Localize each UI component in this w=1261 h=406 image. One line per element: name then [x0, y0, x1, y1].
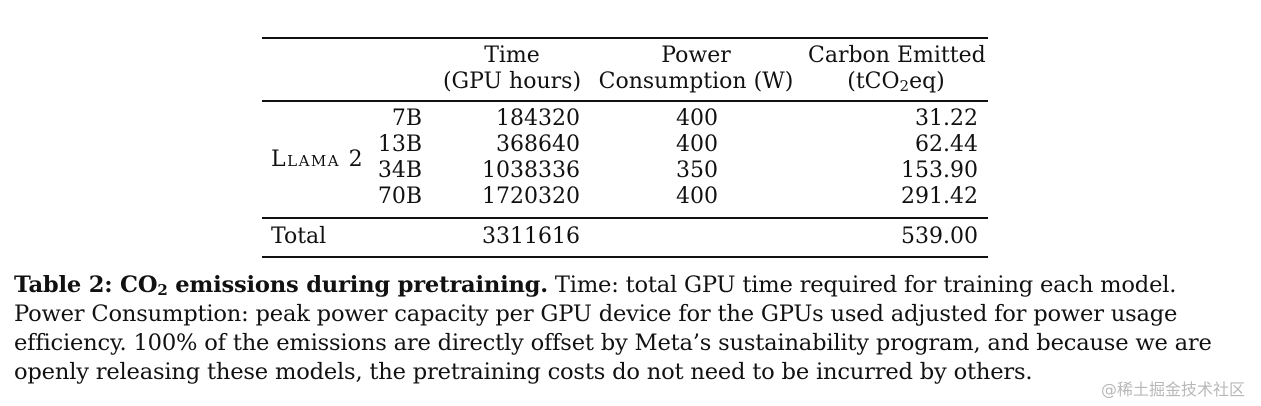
row-power: 400: [676, 184, 718, 209]
header-carbon-unit-pre: (tCO: [847, 69, 900, 94]
row-time: 184320: [496, 106, 580, 131]
row-power: 350: [676, 158, 718, 183]
header-power: Power Consumption (W): [596, 43, 796, 95]
row-carbon: 153.90: [901, 158, 978, 183]
row-carbon: 62.44: [915, 132, 978, 157]
header-carbon-line1: Carbon Emitted: [808, 43, 986, 68]
caption-body: Time: total GPU time required for traini…: [14, 272, 1212, 385]
header-carbon-unit-sub: 2: [899, 77, 910, 95]
row-power: 400: [676, 106, 718, 131]
row-carbon: 31.22: [915, 106, 978, 131]
row-size: 13B: [377, 132, 422, 157]
model-group-label: Llama 2: [271, 147, 365, 172]
caption-title: Table 2: CO2 emissions during pretrainin…: [14, 272, 548, 298]
row-size: 7B: [391, 106, 422, 131]
header-time: Time (GPU hours): [442, 43, 582, 95]
table-caption: Table 2: CO2 emissions during pretrainin…: [14, 271, 1250, 387]
header-power-line1: Power: [661, 43, 731, 68]
total-label: Total: [271, 224, 327, 249]
table-bottom-rule: [262, 256, 988, 258]
watermark: @稀土掘金技术社区: [1100, 380, 1245, 399]
row-time: 1038336: [482, 158, 580, 183]
row-size: 70B: [377, 184, 422, 209]
emissions-table: Time (GPU hours) Power Consumption (W) C…: [262, 37, 988, 258]
header-time-line1: Time: [484, 43, 540, 68]
header-time-line2: (GPU hours): [442, 69, 582, 94]
row-size: 34B: [377, 158, 422, 183]
row-power: 400: [676, 132, 718, 157]
caption-title-sub: 2: [157, 281, 168, 299]
total-rule: [262, 217, 988, 219]
header-carbon: Carbon Emitted (tCO2eq): [808, 43, 986, 95]
caption-title-pre: Table 2: CO: [14, 272, 158, 298]
total-time: 3311616: [482, 224, 580, 249]
caption-title-post: emissions during pretraining.: [167, 272, 548, 298]
header-rule: [262, 100, 988, 102]
header-carbon-unit-post: eq): [909, 69, 945, 94]
row-time: 368640: [496, 132, 580, 157]
header-power-line2: Consumption (W): [598, 69, 794, 94]
total-carbon: 539.00: [901, 224, 978, 249]
table-top-rule: [262, 37, 988, 39]
row-time: 1720320: [482, 184, 580, 209]
row-carbon: 291.42: [901, 184, 978, 209]
header-carbon-line2: (tCO2eq): [808, 69, 984, 95]
